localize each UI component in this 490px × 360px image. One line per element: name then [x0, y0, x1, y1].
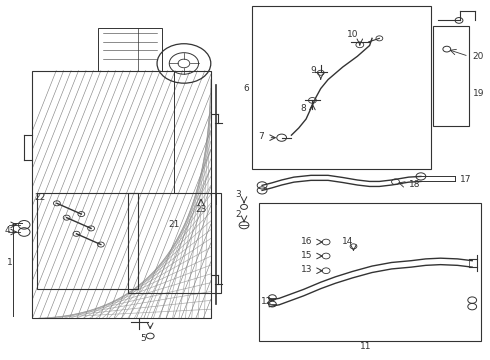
Bar	[433, 26, 469, 126]
Bar	[37, 193, 138, 289]
Bar	[252, 6, 431, 169]
Text: 21: 21	[169, 220, 180, 229]
Text: 22: 22	[34, 193, 45, 202]
Text: 14: 14	[342, 237, 353, 246]
Text: 4: 4	[4, 226, 10, 235]
Text: 17: 17	[460, 175, 471, 184]
Text: 15: 15	[301, 251, 313, 260]
Text: 6: 6	[243, 84, 249, 93]
Text: 8: 8	[301, 104, 307, 113]
Text: 1: 1	[6, 258, 12, 267]
Text: 3: 3	[236, 190, 242, 199]
Text: 23: 23	[196, 205, 207, 214]
Text: 19: 19	[473, 89, 484, 98]
Text: 11: 11	[361, 342, 372, 351]
Text: 20: 20	[473, 52, 484, 61]
Bar	[32, 71, 211, 318]
Bar	[98, 28, 162, 71]
Text: 5: 5	[141, 334, 146, 343]
Text: 16: 16	[301, 237, 313, 246]
Text: 2: 2	[236, 210, 242, 219]
Bar	[259, 203, 481, 341]
Text: 10: 10	[347, 30, 358, 39]
Text: 18: 18	[409, 180, 420, 189]
Text: 12: 12	[261, 297, 272, 306]
Text: 9: 9	[311, 66, 316, 75]
Text: 7: 7	[259, 132, 265, 141]
Text: 13: 13	[301, 265, 313, 274]
Bar	[128, 193, 220, 293]
